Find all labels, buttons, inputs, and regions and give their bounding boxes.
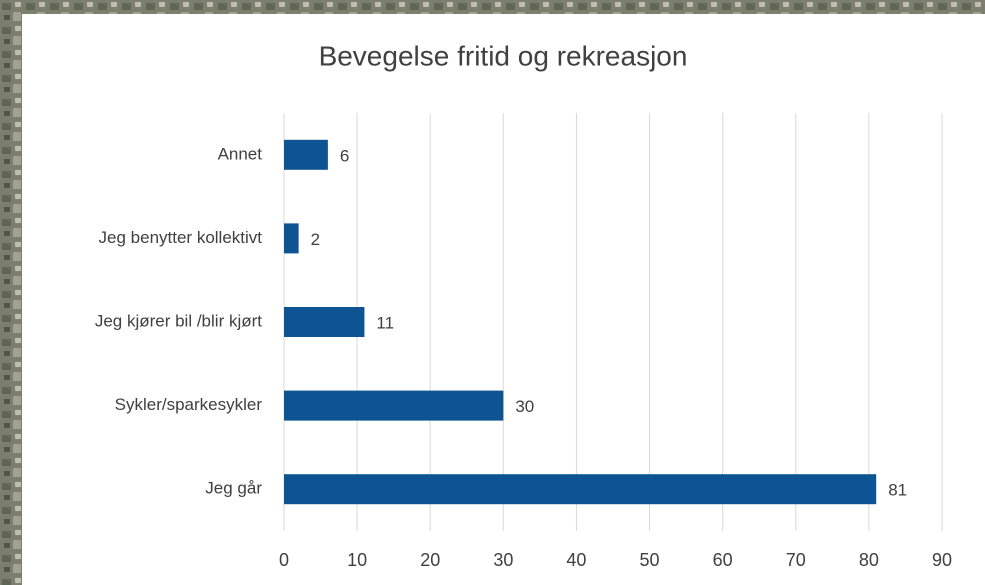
x-tick-label: 10 [347, 550, 367, 570]
bar [284, 391, 503, 421]
chart: Bevegelse fritid og rekreasjon 0 10 20 30 40… [0, 0, 985, 585]
data-label: 11 [376, 313, 394, 332]
x-tick-label: 80 [859, 550, 879, 570]
bar [284, 474, 876, 504]
x-tick-label: 30 [493, 550, 513, 570]
chart-title: Bevegelse fritid og rekreasjon [319, 40, 688, 71]
data-label: 30 [515, 397, 534, 416]
bar [284, 307, 364, 337]
x-tick-label: 50 [640, 550, 660, 570]
y-tick-label: Jeg kjører bil /blir kjørt [95, 311, 262, 330]
data-label: 81 [888, 481, 907, 500]
data-label: 6 [340, 146, 349, 165]
x-tick-label: 40 [566, 550, 586, 570]
x-tick-label: 0 [279, 550, 289, 570]
bar [284, 140, 328, 170]
y-tick-label: Annet [218, 144, 263, 163]
y-tick-label: Jeg går [205, 479, 262, 498]
bar [284, 223, 299, 253]
data-label: 2 [311, 230, 320, 249]
x-tick-label: 20 [420, 550, 440, 570]
x-tick-label: 60 [713, 550, 733, 570]
x-tick-label: 70 [786, 550, 806, 570]
y-tick-label: Sykler/sparkesykler [115, 395, 263, 414]
x-tick-label: 90 [932, 550, 952, 570]
y-tick-label: Jeg benytter kollektivt [99, 228, 263, 247]
